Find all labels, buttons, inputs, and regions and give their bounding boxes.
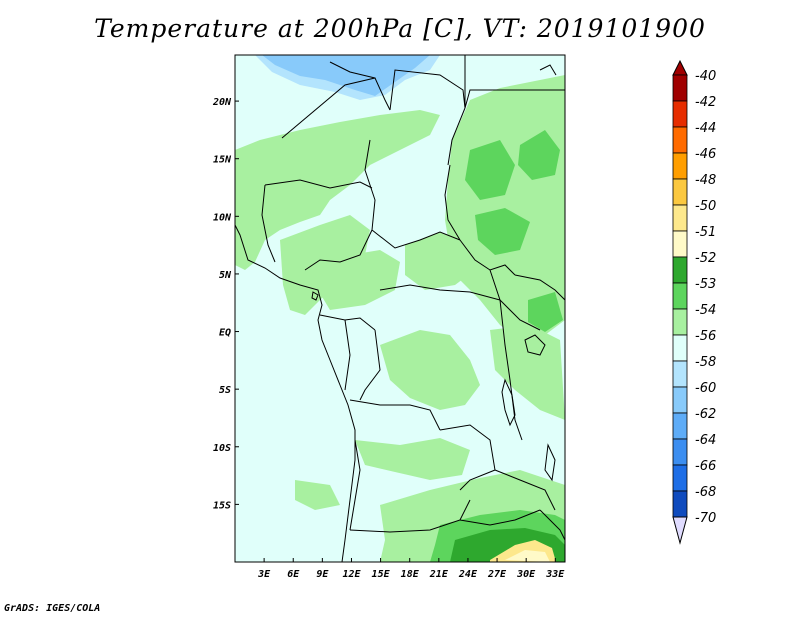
colorbar-label: -56 bbox=[695, 329, 716, 344]
y-tick-label: 5N bbox=[219, 270, 232, 281]
colorbar-swatch bbox=[672, 386, 688, 414]
colorbar-swatch bbox=[672, 464, 688, 492]
y-tick-label: 15S bbox=[213, 500, 231, 511]
field-main-center bbox=[405, 232, 475, 290]
chart-title: Temperature at 200hPa [C], VT: 201910190… bbox=[94, 14, 706, 43]
y-tick-label: 20N bbox=[212, 97, 232, 108]
x-tick-label: 27E bbox=[487, 569, 507, 580]
x-tick-label: 30E bbox=[516, 569, 536, 580]
colorbar-label: -58 bbox=[695, 355, 716, 370]
x-tick-label: 15E bbox=[372, 569, 391, 580]
field-warm-core-4 bbox=[528, 292, 563, 332]
x-tick-label: 3E bbox=[257, 569, 271, 580]
colorbar-label: -50 bbox=[695, 199, 716, 214]
colorbar-swatch bbox=[672, 126, 688, 154]
x-tick-label: 21E bbox=[429, 569, 449, 580]
field-main-congo bbox=[380, 330, 480, 410]
colorbar-label: -44 bbox=[695, 121, 716, 136]
field-warm-core-2 bbox=[518, 130, 560, 180]
y-tick-label: 10S bbox=[213, 443, 231, 454]
colorbar-swatch bbox=[672, 308, 688, 336]
field-main-nw bbox=[235, 110, 440, 270]
field-main-west2 bbox=[318, 250, 400, 310]
field-hot-spot-inner bbox=[505, 550, 550, 562]
colorbar-label: -60 bbox=[695, 381, 716, 396]
colorbar-label: -40 bbox=[695, 69, 716, 84]
x-tick-label: 9E bbox=[316, 569, 329, 580]
colorbar-swatch bbox=[672, 438, 688, 466]
y-tick-label: 5S bbox=[219, 385, 231, 396]
colorbar-label: -64 bbox=[695, 433, 716, 448]
x-tick-label: 6E bbox=[287, 569, 300, 580]
map-frame bbox=[234, 54, 566, 563]
colorbar-swatch bbox=[672, 152, 688, 180]
x-tick-label: 12E bbox=[342, 569, 361, 580]
field-warm-core-1 bbox=[465, 140, 515, 200]
x-tick-label: 33E bbox=[545, 569, 565, 580]
field-main-south1 bbox=[355, 438, 470, 480]
colorbar-swatch bbox=[672, 100, 688, 128]
y-tick-label: 15N bbox=[213, 155, 232, 166]
colorbar-swatch bbox=[672, 334, 688, 362]
colorbar: -40 -42 -44 -46 -48 -50 -51 -52 -53 -54 -56 -58 -60 -… bbox=[672, 59, 716, 545]
colorbar-label: -66 bbox=[695, 459, 716, 474]
colorbar-label: -51 bbox=[695, 225, 716, 240]
colorbar-label: -48 bbox=[695, 173, 716, 188]
y-tick-label: EQ bbox=[219, 328, 231, 339]
colorbar-label: -68 bbox=[695, 485, 716, 500]
colorbar-swatch bbox=[672, 204, 688, 232]
y-axis: 20N 15N 10N 5N EQ 5S 10S 15S bbox=[212, 97, 239, 511]
field-main-south2 bbox=[295, 480, 340, 510]
x-tick-label: 18E bbox=[401, 569, 420, 580]
colorbar-bottom-arrow bbox=[672, 516, 688, 545]
country-borders bbox=[235, 55, 565, 562]
y-tick-label: 10N bbox=[213, 212, 232, 223]
field-colder-north bbox=[262, 55, 430, 96]
colorbar-swatch bbox=[672, 282, 688, 310]
colorbar-swatch bbox=[672, 230, 688, 258]
colorbar-label: -70 bbox=[695, 511, 716, 526]
x-tick-label: 24E bbox=[458, 569, 478, 580]
colorbar-label: -62 bbox=[695, 407, 716, 422]
colorbar-label: -42 bbox=[695, 95, 716, 110]
colorbar-label: -53 bbox=[695, 277, 716, 292]
colorbar-swatch bbox=[672, 412, 688, 440]
field-main-east2 bbox=[490, 325, 565, 420]
colorbar-swatch bbox=[672, 256, 688, 284]
x-axis: 3E 6E 9E 12E 15E 18E 21E 24E 27E 30E 33E bbox=[257, 558, 565, 580]
colorbar-swatch bbox=[672, 178, 688, 206]
colorbar-label: -52 bbox=[695, 251, 716, 266]
colorbar-label: -46 bbox=[695, 147, 716, 162]
colorbar-swatch bbox=[672, 74, 688, 102]
colorbar-swatch bbox=[672, 490, 688, 518]
colorbar-swatch bbox=[672, 360, 688, 388]
field-warm-core-3 bbox=[475, 208, 530, 255]
footer-credit: GrADS: IGES/COLA bbox=[4, 603, 101, 614]
colorbar-label: -54 bbox=[695, 303, 716, 318]
colorbar-top-arrow bbox=[672, 59, 688, 76]
